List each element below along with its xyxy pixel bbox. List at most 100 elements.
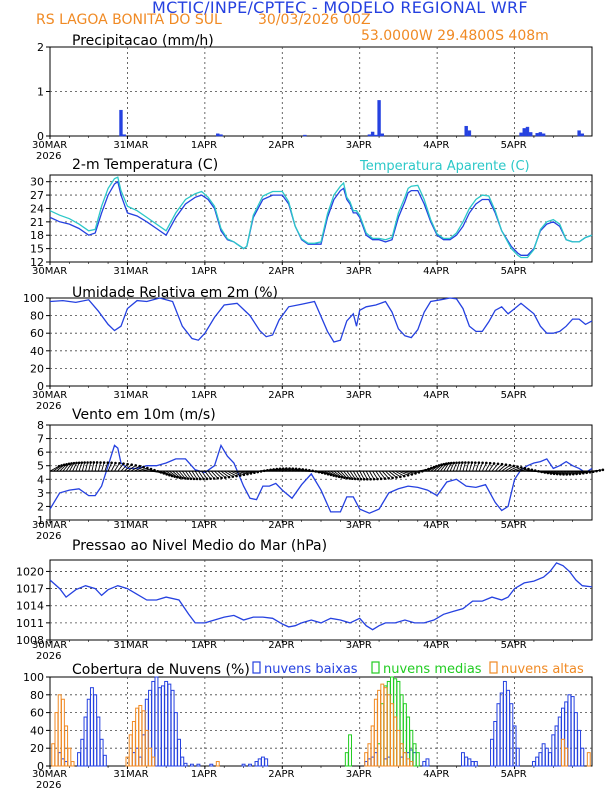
wind-vector	[346, 470, 353, 479]
wind-vector-head	[122, 462, 125, 465]
wind-vector-head	[447, 462, 451, 465]
wind-vector	[49, 465, 60, 472]
bar-nuvens-baixas	[535, 756, 540, 767]
wind-vector-head	[231, 475, 235, 478]
bar-nuvens-baixas	[196, 763, 201, 767]
panel-title: 2-m Temperatura (C)	[72, 157, 218, 173]
wind-vector	[117, 463, 124, 472]
wind-vector-head	[359, 477, 363, 481]
wind-vector	[165, 470, 175, 478]
wind-vector	[553, 470, 564, 475]
y-tick-label: 1017	[16, 583, 44, 596]
wind-vector	[440, 463, 447, 472]
wind-vector	[375, 470, 382, 480]
wind-vector-head	[130, 463, 133, 466]
wind-vector-head	[102, 461, 106, 464]
wind-vector-head	[417, 471, 421, 474]
wind-vector	[540, 470, 552, 474]
wind-vector	[159, 470, 170, 476]
bar-nuvens-altas	[390, 703, 394, 767]
x-tick-label: 4APR	[423, 640, 449, 651]
bar-nuvens-altas	[141, 710, 146, 767]
wind-vector	[481, 462, 487, 472]
wind-vector	[343, 470, 351, 479]
wind-vector	[191, 470, 198, 480]
wind-vector-head	[340, 476, 344, 479]
x-year-label: 2026	[36, 401, 61, 412]
wind-vector-head	[189, 477, 193, 481]
wind-vector	[123, 464, 132, 472]
x-tick-label: 3APR	[346, 769, 372, 780]
y-tick-label: 1008	[16, 634, 44, 647]
wind-vector-head	[449, 461, 453, 465]
wind-vector-head	[527, 467, 530, 471]
y-tick-label: 5	[37, 460, 44, 473]
bar-nuvens-baixas	[260, 756, 265, 767]
wind-vector-head	[467, 461, 470, 464]
wind-vector-head	[118, 461, 121, 465]
wind-vector-head	[212, 477, 216, 480]
bar-nuvens-baixas	[248, 763, 252, 767]
wind-vector	[207, 470, 215, 479]
bar-nuvens-baixas	[190, 763, 194, 767]
wind-vector	[549, 470, 561, 475]
panel-title: Vento em 10m (m/s)	[72, 407, 216, 423]
bar-nuvens-altas	[564, 747, 569, 767]
wind-vector	[204, 470, 211, 479]
x-tick-label: 5APR	[501, 266, 527, 277]
coords-label: 53.0000W 29.4800S 408m	[361, 28, 549, 44]
wind-vector	[475, 462, 480, 472]
wind-vector	[107, 462, 113, 472]
wind-vector-head	[181, 476, 184, 480]
wind-vector	[185, 470, 192, 480]
wind-vector	[233, 470, 245, 476]
wind-vector	[101, 462, 105, 472]
wind-vector	[130, 465, 140, 472]
wind-vector-head	[202, 477, 205, 481]
legend-swatch	[489, 661, 498, 674]
bar-nuvens-baixas	[80, 738, 85, 767]
wind-vector	[56, 464, 65, 472]
y-tick-label: 8	[37, 419, 44, 432]
wind-vector-head	[348, 477, 351, 480]
wind-vector	[194, 470, 201, 480]
wind-vector-head	[209, 477, 212, 480]
wind-vector	[188, 470, 195, 480]
bar-nuvens-baixas	[254, 761, 259, 767]
bar-nuvens-altas	[370, 725, 375, 767]
wind-vector	[114, 463, 120, 472]
wind-vector	[427, 465, 437, 472]
x-tick-label: 30MAR	[32, 640, 67, 651]
wind-vector	[462, 462, 466, 472]
wind-vector	[446, 462, 452, 472]
run-time-label: 30/03/2026 00Z	[258, 12, 371, 28]
wind-vector	[324, 470, 334, 476]
x-tick-label: 2APR	[268, 520, 294, 531]
wind-vector	[372, 470, 378, 480]
wind-vector	[198, 470, 204, 480]
wind-vector	[378, 470, 386, 479]
bar-nuvens-altas	[561, 738, 565, 767]
bar-nuvens-baixas	[102, 754, 107, 767]
wind-vector	[85, 462, 89, 472]
x-tick-label: 3APR	[346, 266, 372, 277]
legend-swatch	[371, 661, 380, 674]
bar-nuvens-altas	[386, 694, 391, 767]
bar-nuvens-baixas	[180, 756, 185, 767]
bar-nuvens-baixas	[509, 703, 514, 767]
wind-vector	[491, 463, 499, 472]
bar-nuvens-baixas	[461, 752, 465, 767]
bar-nuvens-baixas	[183, 762, 188, 767]
wind-vector-head	[80, 461, 84, 464]
bar-nuvens-altas	[393, 716, 398, 767]
legend-swatch	[252, 661, 261, 674]
legend-nuvens-altas: nuvens altas	[501, 662, 584, 677]
wind-vector-head	[186, 477, 190, 480]
wind-vector	[404, 470, 416, 474]
bar-nuvens-medias	[412, 743, 417, 767]
x-tick-label: 3APR	[346, 140, 372, 151]
x-tick-label: 2APR	[268, 140, 294, 151]
bar-nuvens-baixas	[473, 761, 478, 767]
bar-nuvens-baixas	[573, 712, 578, 767]
bar-nuvens-baixas	[502, 680, 507, 767]
